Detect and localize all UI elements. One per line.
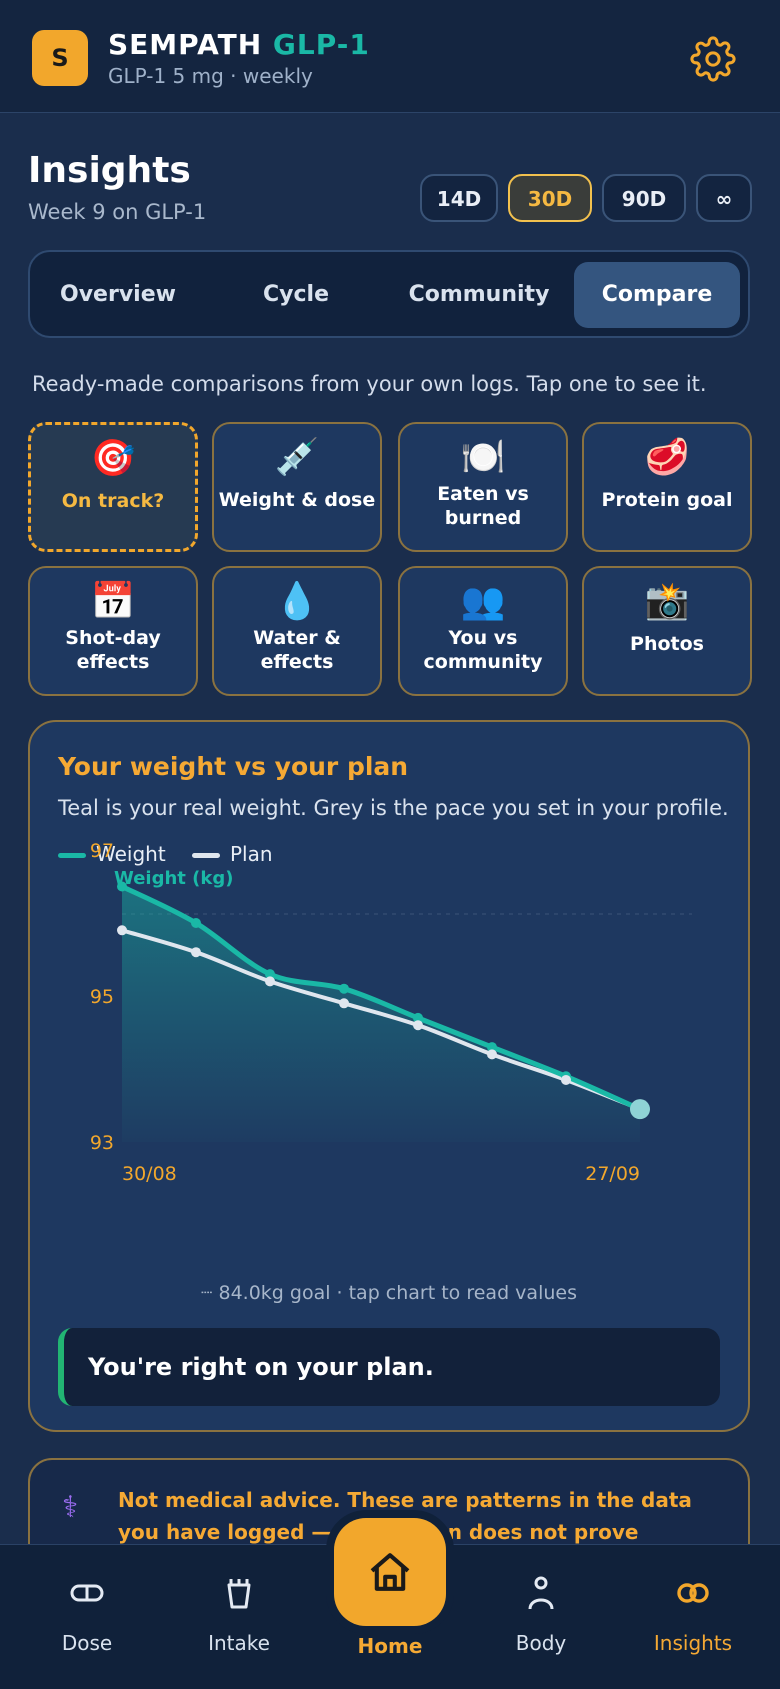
y-tick-label: 95 (90, 986, 114, 1008)
legend-weight-label: Weight (96, 842, 166, 866)
y-tick-label: 93 (90, 1132, 114, 1154)
x-tick-label: 30/08 (122, 1163, 177, 1185)
nav-body-label: Body (515, 1631, 567, 1655)
calendar-icon: 📅 (90, 581, 136, 622)
tile-label: On track? (61, 490, 165, 512)
goal-note: ┈ 84.0kg goal · tap chart to read values (201, 1282, 577, 1304)
tile-label: Shot-day effects (65, 627, 161, 673)
app-title-main: SEMPATH (108, 28, 263, 61)
app-title-accent: GLP-1 (272, 28, 370, 61)
page-title: Insights (28, 150, 191, 191)
compare-tile-eaten-burned[interactable]: 🍽️ Eaten vs burned (398, 422, 568, 552)
y-tick-label: 97 (90, 840, 114, 862)
dose-schedule: GLP-1 5 mg · weekly (108, 64, 313, 88)
compare-tile-you-vs-community[interactable]: 👥 You vs community (398, 566, 568, 696)
tab-community[interactable]: Community (408, 282, 550, 307)
range-all-button[interactable]: ∞ (696, 174, 752, 222)
app-logo: S (32, 30, 88, 86)
compare-tile-weight-dose[interactable]: 💉 Weight & dose (212, 422, 382, 552)
nav-dose-label: Dose (61, 1631, 113, 1655)
nav-intake[interactable]: Intake (174, 1545, 304, 1689)
tile-label: Water & effects (253, 627, 341, 673)
x-tick-label: 27/09 (585, 1163, 640, 1185)
legend-weight: Weight (58, 842, 166, 866)
plan-point (487, 1049, 497, 1060)
people-icon: 👥 (460, 581, 506, 622)
target-icon: 🎯 (90, 438, 136, 479)
weight-point (487, 1042, 497, 1053)
weight-vs-plan-card: Your weight vs your plan Teal is your re… (28, 720, 750, 1432)
meat-icon: 🥩 (644, 437, 690, 478)
y-axis-title: Weight (kg) (114, 868, 233, 889)
compare-tile-on-track[interactable]: 🎯 On track? (28, 422, 198, 552)
caduceus-icon: ⚕ (62, 1490, 79, 1525)
nav-intake-label: Intake (208, 1631, 270, 1655)
nav-insights[interactable]: Insights (628, 1545, 758, 1689)
plate-icon: 🍽️ (460, 437, 506, 478)
plan-point (191, 947, 201, 958)
range-90d-button[interactable]: 90D (602, 174, 686, 222)
app-title: SEMPATH GLP-1 (108, 28, 370, 61)
plan-point (413, 1020, 423, 1031)
card-subtitle: Teal is your real weight. Grey is the pa… (58, 796, 729, 820)
compare-tile-photos[interactable]: 📸 Photos (582, 566, 752, 696)
tab-cycle[interactable]: Cycle (263, 282, 329, 307)
compare-tile-shot-day[interactable]: 📅 Shot-day effects (28, 566, 198, 696)
gear-icon[interactable] (690, 36, 736, 82)
camera-icon: 📸 (644, 581, 690, 622)
nav-body[interactable]: Body (476, 1545, 606, 1689)
plan-point (265, 976, 275, 987)
droplet-icon: 💧 (274, 581, 320, 622)
plan-line (121, 928, 641, 1112)
cup-icon (227, 1579, 251, 1609)
range-30d-button[interactable]: 30D (508, 174, 592, 222)
range-14d-button[interactable]: 14D (420, 174, 498, 222)
tile-label: Eaten vs burned (437, 483, 529, 529)
syringe-icon: 💉 (274, 437, 320, 478)
verdict-message: You're right on your plan. (58, 1328, 720, 1406)
tile-label: Weight & dose (218, 489, 376, 511)
tab-compare[interactable]: Compare (574, 262, 740, 328)
home-button[interactable] (334, 1518, 446, 1626)
plan-point (561, 1074, 571, 1085)
insights-tabs: Overview Cycle Community Compare (28, 250, 750, 338)
weight-point (265, 969, 275, 980)
app-header: S SEMPATH GLP-1 GLP-1 5 mg · weekly (0, 0, 780, 113)
weight-chart[interactable]: Weight (kg) 97 95 93 30/08 27/09 (30, 722, 748, 1282)
nav-dose[interactable]: Dose (22, 1545, 152, 1689)
weight-point (117, 881, 127, 892)
weight-point (191, 918, 201, 928)
legend-plan: Plan (192, 842, 273, 866)
pill-icon (70, 1584, 104, 1602)
card-title: Your weight vs your plan (58, 752, 409, 781)
legend-plan-label: Plan (230, 842, 273, 866)
home-icon (370, 1553, 410, 1591)
tile-label: Protein goal (601, 489, 733, 511)
legend-swatch-weight (58, 853, 86, 858)
compare-tile-protein-goal[interactable]: 🥩 Protein goal (582, 422, 752, 552)
weight-point (413, 1012, 423, 1023)
tab-overview[interactable]: Overview (60, 282, 176, 307)
compare-helper-text: Ready-made comparisons from your own log… (32, 372, 707, 396)
rings-icon (677, 1583, 709, 1603)
tile-label: Photos (630, 633, 704, 655)
tile-label: You vs community (423, 627, 543, 673)
nav-home-label[interactable]: Home (357, 1634, 423, 1658)
plan-point (117, 925, 127, 936)
weight-point (630, 1099, 650, 1120)
page-subtitle: Week 9 on GLP-1 (28, 200, 207, 224)
nav-insights-label: Insights (653, 1631, 733, 1655)
weight-point (339, 983, 349, 994)
compare-tile-water-effects[interactable]: 💧 Water & effects (212, 566, 382, 696)
plan-point (339, 998, 349, 1009)
person-icon (528, 1576, 554, 1610)
legend-swatch-plan (192, 853, 220, 858)
